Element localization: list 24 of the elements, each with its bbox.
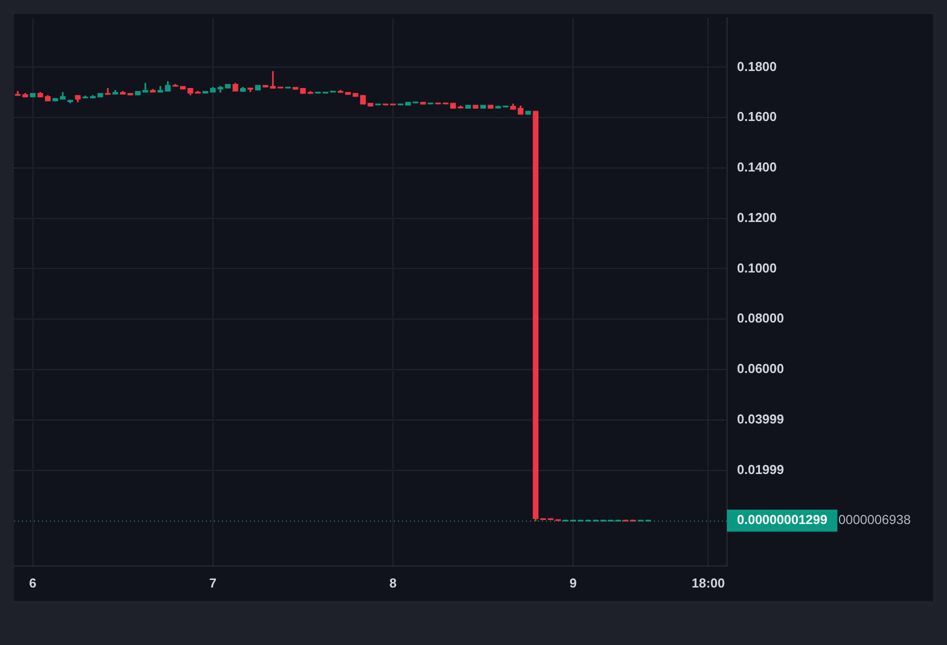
y-tick-label: 0.1800 bbox=[737, 58, 777, 74]
candlestick bbox=[472, 104, 478, 109]
candlestick bbox=[225, 84, 231, 88]
y-tick-label: 0.1600 bbox=[737, 109, 777, 124]
y-tick-label: 0.1200 bbox=[737, 210, 777, 225]
y-tick-label: 0.06000 bbox=[737, 361, 784, 376]
candlestick bbox=[465, 104, 471, 109]
candlestick bbox=[52, 98, 58, 102]
ref-line-label: 0.00000001299 bbox=[737, 512, 828, 528]
y-tick-label: 0.01999 bbox=[737, 462, 784, 477]
y-tick-label: 0.03999 bbox=[737, 411, 784, 426]
x-tick-label: 7 bbox=[209, 575, 217, 590]
x-tick-label: 18:00 bbox=[692, 575, 725, 590]
candlestick bbox=[480, 104, 486, 109]
x-tick-label: 9 bbox=[570, 575, 577, 590]
y-tick-label: 0.1000 bbox=[737, 260, 777, 276]
text: 0000006938 bbox=[838, 512, 911, 528]
candlestick bbox=[420, 102, 426, 105]
x-tick-label: 8 bbox=[389, 575, 397, 590]
candlestick bbox=[255, 84, 261, 90]
x-tick-label: 6 bbox=[29, 575, 36, 590]
y-tick-label: 0.1400 bbox=[737, 160, 777, 175]
y-tick-label: 0.08000 bbox=[737, 310, 784, 326]
candlestick bbox=[180, 86, 186, 90]
